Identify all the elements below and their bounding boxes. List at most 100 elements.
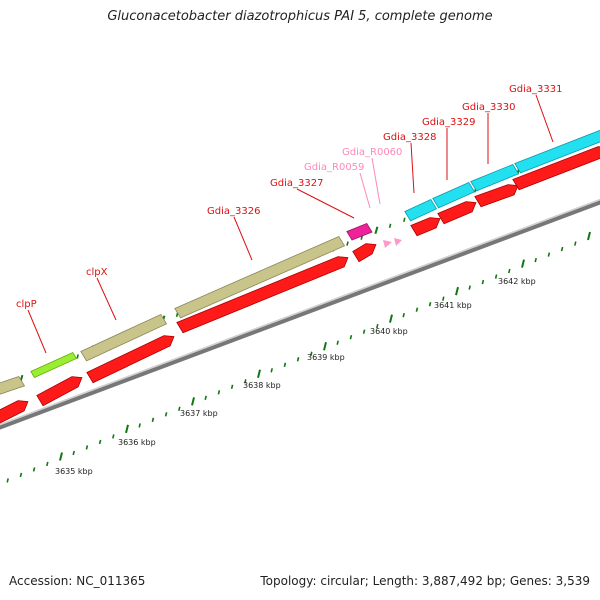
clpP-feature-bar <box>30 351 78 378</box>
cyan-feature-bar <box>404 198 438 222</box>
scale-tick <box>191 397 195 406</box>
scale-tick <box>481 279 485 285</box>
scale-tick <box>428 301 432 307</box>
gene-label: Gdia_3327 <box>270 178 323 189</box>
rna-arrow <box>383 240 392 248</box>
cds-arrow <box>512 146 600 191</box>
scale-tick <box>336 340 339 345</box>
accession-label: Accession: NC_011365 <box>9 574 146 588</box>
upper-tick <box>76 354 79 359</box>
upper-tick <box>388 223 392 228</box>
scale-tick <box>112 434 115 439</box>
cds-arrow <box>410 217 441 237</box>
callout-line <box>27 309 47 354</box>
scale-tick <box>534 257 537 263</box>
gene-label: Gdia_R0060 <box>342 147 402 158</box>
scale-tick <box>468 285 471 290</box>
cds-arrow <box>86 335 175 384</box>
gene-label: Gdia_3329 <box>422 117 475 128</box>
scale-tick <box>125 424 129 434</box>
callout-line <box>410 142 415 194</box>
scale-tick <box>46 461 49 467</box>
gene-label: Gdia_3331 <box>509 84 562 95</box>
rna-feature-box <box>346 222 373 241</box>
clp-feature-bar <box>80 313 168 362</box>
cds-arrow <box>36 376 83 407</box>
scale-tick <box>98 439 102 445</box>
scale-tick <box>6 478 9 483</box>
scale-tick <box>59 452 63 461</box>
cds-arrow <box>352 243 377 263</box>
backbone-line <box>0 200 600 430</box>
cds-arrow <box>437 201 477 225</box>
scale-tick <box>32 467 36 472</box>
scale-tick <box>164 412 168 417</box>
scale-tick <box>349 335 353 340</box>
callout-line <box>535 94 554 143</box>
scale-tick <box>138 423 141 428</box>
backbone-highlight <box>0 198 600 426</box>
backbone <box>0 198 600 430</box>
upper-tick <box>346 241 349 246</box>
gene-label: clpP <box>16 299 37 310</box>
cyan-feature-bar <box>470 163 520 192</box>
scale-tick <box>323 341 327 351</box>
kbp-scale: 3635 kbp 3636 kbp 3637 kbp 3638 kbp 3639 kbp… <box>6 231 591 483</box>
clp-feature-bar <box>0 375 26 395</box>
gene-label: Gdia_R0059 <box>304 162 364 173</box>
gene-label: clpX <box>86 267 108 278</box>
scale-tick-label: 3638 kbp <box>243 381 281 390</box>
callout-line <box>296 188 355 219</box>
scale-tick <box>455 286 459 296</box>
scale-tick <box>402 312 405 318</box>
gene-label: Gdia_3330 <box>462 102 515 113</box>
scale-tick <box>415 307 419 312</box>
upper-tick <box>374 226 379 235</box>
scale-tick <box>72 450 75 456</box>
scale-tick <box>494 274 498 279</box>
gene-label: Gdia_3328 <box>383 132 436 143</box>
callout-line <box>233 216 253 261</box>
callout-line <box>96 277 117 321</box>
scale-tick <box>389 314 393 323</box>
scale-tick <box>270 368 273 373</box>
callout-line <box>359 172 371 209</box>
scale-tick-label: 3635 kbp <box>55 467 93 476</box>
scale-tick <box>362 329 366 334</box>
scale-tick <box>508 268 511 274</box>
map-title: Gluconacetobacter diazotrophicus PAI 5, … <box>107 9 493 24</box>
scale-tick <box>310 351 313 356</box>
callout-line <box>371 157 381 205</box>
scale-tick-label: 3642 kbp <box>498 277 536 286</box>
scale-tick <box>442 296 445 301</box>
scale-tick-label: 3637 kbp <box>180 409 218 418</box>
scale-tick <box>217 390 221 395</box>
scale-tick <box>547 252 551 257</box>
scale-tick <box>19 472 23 478</box>
scale-tick <box>257 369 261 379</box>
scale-tick-label: 3641 kbp <box>434 301 472 310</box>
cyan-feature-bar <box>514 129 600 174</box>
scale-tick-label: 3636 kbp <box>118 438 156 447</box>
scale-tick-label: 3640 kbp <box>370 327 408 336</box>
clp-feature-bar <box>174 235 346 319</box>
scale-tick <box>283 362 287 367</box>
genome-summary: Topology: circular; Length: 3,887,492 bp… <box>260 574 590 588</box>
scale-tick <box>230 384 234 390</box>
scale-tick <box>560 246 564 252</box>
scale-tick <box>151 417 155 423</box>
cds-arrow <box>0 400 29 424</box>
feature-tracks <box>0 129 600 424</box>
scale-tick <box>521 259 525 268</box>
gene-label: Gdia_3326 <box>207 206 260 217</box>
scale-tick <box>376 323 379 329</box>
cds-arrow <box>176 256 349 334</box>
scale-tick <box>296 357 300 362</box>
scale-tick <box>574 241 577 246</box>
scale-tick <box>85 445 89 450</box>
scale-tick <box>587 231 591 241</box>
scale-tick <box>178 406 181 412</box>
gene-callouts: clpP clpX Gdia_3326 Gdia_3327 Gdia_R0059 Gdia… <box>16 84 562 354</box>
cds-arrow <box>474 184 519 208</box>
